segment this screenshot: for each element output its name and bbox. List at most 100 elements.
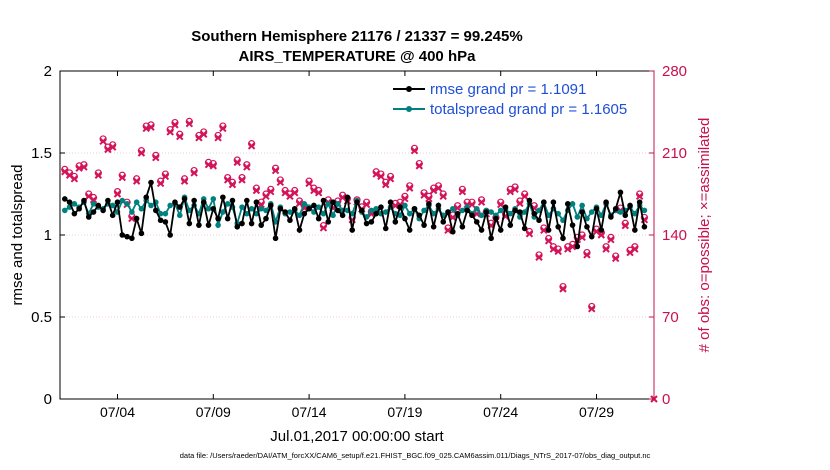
- obs-assimilated-point: [132, 177, 141, 185]
- rmse-point: [555, 224, 561, 230]
- obs-assimilated-stroke: [535, 253, 543, 261]
- obs-assimilated-point: [602, 245, 610, 253]
- rmse-point: [608, 214, 614, 220]
- obs-assimilated-stroke: [520, 192, 529, 201]
- obs-assimilated-stroke: [295, 199, 304, 208]
- obs-assimilated-point: [564, 245, 572, 253]
- rmse-point: [85, 214, 92, 220]
- rmse-point: [564, 201, 571, 207]
- rmse-point: [397, 204, 403, 210]
- obs-assimilated-stroke: [540, 226, 548, 235]
- obs-assimilated-point: [147, 123, 155, 131]
- obs-assimilated-point: [429, 186, 438, 195]
- obs-assimilated-point: [89, 196, 98, 204]
- rmse-point: [282, 209, 288, 215]
- rmse-point: [541, 199, 547, 205]
- obs-assimilated-point: [588, 305, 596, 313]
- rmse-point: [95, 202, 102, 209]
- rmse-point: [459, 224, 466, 230]
- totalspread-point: [473, 205, 480, 212]
- obs-assimilated-stroke: [185, 120, 194, 128]
- rmse-point: [402, 215, 408, 222]
- obs-assimilated-stroke: [319, 224, 328, 232]
- obs-assimilated-stroke: [156, 179, 165, 188]
- obs-assimilated-stroke: [405, 184, 414, 192]
- rmse-point: [440, 219, 447, 225]
- obs-assimilated-point: [219, 124, 227, 133]
- rmse-point: [368, 219, 375, 225]
- obs-assimilated-point: [271, 166, 280, 175]
- obs-assimilated-stroke: [171, 121, 179, 129]
- rmse-point: [373, 210, 379, 217]
- right-tick-label: 70: [662, 309, 679, 326]
- rmse-point: [301, 210, 308, 217]
- legend-rmse-marker: [406, 86, 412, 92]
- obs-assimilated-stroke: [223, 176, 232, 184]
- gridlines: [60, 152, 654, 318]
- totalspread-point: [90, 201, 97, 207]
- obs-assimilated-stroke: [247, 142, 256, 150]
- rmse-point: [627, 202, 633, 209]
- x-tick-label: 07/19: [387, 404, 422, 420]
- obs-assimilated-stroke: [65, 171, 74, 179]
- obs-assimilated-stroke: [152, 153, 160, 162]
- obs-assimilated-point: [305, 179, 313, 188]
- left-axis-label: rmse and totalspread: [9, 165, 26, 306]
- obs-assimilated-stroke: [468, 200, 476, 209]
- obs-assimilated-stroke: [338, 193, 347, 202]
- obs-assimilated-point: [267, 187, 275, 196]
- rmse-point: [507, 222, 514, 228]
- obs-assimilated-point: [559, 285, 567, 293]
- rmse-point: [210, 205, 217, 212]
- obs-assimilated-stroke: [382, 180, 390, 189]
- obs-assimilated-point: [190, 169, 198, 177]
- rmse-point: [263, 215, 269, 222]
- rmse-point: [512, 207, 518, 214]
- rmse-point: [641, 224, 648, 230]
- rmse-point: [272, 235, 279, 242]
- right-axis-label: # of obs: o=possible; ×=assimilated: [696, 118, 713, 353]
- obs-assimilated-stroke: [444, 226, 452, 235]
- rmse-point: [588, 233, 595, 240]
- rmse-point: [502, 204, 509, 210]
- obs-assimilated-stroke: [180, 177, 189, 185]
- obs-assimilated-stroke: [559, 285, 567, 293]
- obs-assimilated-stroke: [214, 134, 222, 142]
- rmse-point: [239, 220, 245, 227]
- obs-assimilated-stroke: [176, 132, 184, 141]
- obs-assimilated-stroke: [377, 172, 385, 181]
- obs-assimilated-stroke: [516, 199, 524, 208]
- obs-assimilated-stroke: [281, 189, 289, 197]
- rmse-point: [253, 199, 260, 205]
- obs-assimilated-point: [362, 200, 371, 209]
- rmse-point: [200, 199, 207, 205]
- obs-assimilated-point: [578, 233, 586, 242]
- rmse-point: [311, 202, 317, 209]
- totalspread-point: [258, 205, 264, 212]
- obs-assimilated-stroke: [70, 175, 79, 183]
- obs-assimilated-stroke: [190, 169, 198, 177]
- obs-assimilated-point: [458, 187, 467, 196]
- obs-assimilated-stroke: [161, 172, 170, 181]
- rmse-point: [114, 199, 121, 205]
- obs-assimilated-stroke: [621, 221, 629, 230]
- obs-assimilated-point: [597, 231, 606, 239]
- obs-assimilated-stroke: [362, 200, 371, 209]
- rmse-point: [71, 210, 78, 217]
- rmse-point: [291, 205, 298, 212]
- right-axis-ticks: 0 70 140 210 280: [649, 63, 687, 408]
- totalspread-point: [315, 204, 322, 210]
- obs-assimilated-point: [104, 145, 112, 154]
- rmse-point: [124, 233, 130, 240]
- obs-assimilated-stroke: [228, 180, 237, 189]
- legend-totalspread-label: totalspread grand pr = 1.1605: [430, 101, 627, 118]
- rmse-point: [215, 215, 221, 222]
- obs-assimilated-point: [214, 134, 222, 142]
- rmse-point: [445, 209, 451, 215]
- obs-assimilated-stroke: [200, 130, 208, 138]
- obs-assimilated-stroke: [458, 187, 467, 196]
- rmse-point: [344, 194, 351, 201]
- obs-assimilated-stroke: [104, 145, 112, 154]
- obs-assimilated-stroke: [511, 185, 519, 194]
- totalspread-point: [287, 209, 293, 215]
